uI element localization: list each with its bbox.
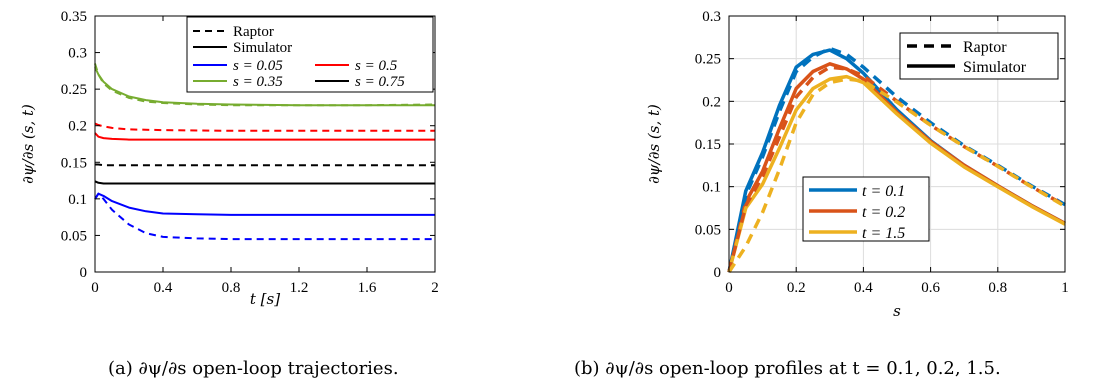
series-line [94,180,435,185]
chart-b: 0 0.2 0.4 0.6 0.8 1 0 0.05 0.1 0.15 0.2 0.25 0.3 s ∂ψ/… [645,9,1069,320]
series-line [727,77,1066,273]
legend-label-simulator: Simulator [963,59,1027,76]
y-tick-label: 0.15 [61,155,87,171]
series-line [95,163,435,167]
y-tick-label: 0.2 [702,94,721,110]
x-tick-label: 0.4 [854,280,873,296]
x-tick-label: 0.8 [988,280,1007,296]
axes-box [94,15,436,273]
legend-label-raptor: Raptor [963,39,1007,56]
legend-label-series: s = 0.75 [355,74,405,90]
legend-b-time: t = 0.1 t = 0.2 t = 1.5 [802,176,930,242]
legend-label-series: t = 1.5 [862,225,905,242]
y-tick-label: 0.05 [61,228,87,244]
x-axis-label: s [893,302,901,320]
y-axis-label: ∂ψ/∂s (s, t) [645,104,663,184]
y-tick-label: 0.3 [702,9,721,25]
chart-a: 0 0.4 0.8 1.2 1.6 2 0 0.05 0.1 0.15 0.2 0.25 0.3 0.35… [19,9,439,308]
x-tick-label: 1.6 [358,280,377,296]
x-tick-label: 0.8 [222,280,241,296]
x-tick-label: 0.4 [154,280,173,296]
legend-label-series: t = 0.1 [862,183,905,200]
series-line [94,192,435,241]
y-tick-label: 0.1 [702,180,721,196]
y-tick-label: 0.25 [61,82,87,98]
x-tick-label: 0 [725,280,733,296]
x-tick-label: 1.2 [290,280,309,296]
legend-box [899,32,1059,80]
y-tick-label: 0.35 [61,9,87,25]
legend-label-simulator: Simulator [233,40,292,56]
y-tick-label: 0 [714,265,722,281]
y-tick-label: 0 [80,265,88,281]
x-tick-label: 1 [1061,280,1069,296]
legend-label-series: s = 0.35 [233,74,283,90]
series-line [94,192,435,216]
caption-b: (b) ∂ψ/∂s open-loop profiles at t = 0.1,… [574,358,1001,379]
series-line [94,122,435,132]
legend-label-raptor: Raptor [233,24,274,40]
x-tick-label: 2 [431,280,439,296]
y-tick-label: 0.1 [68,192,87,208]
x-tick-label: 0 [91,280,99,296]
x-axis-label: t [s] [250,290,280,308]
x-tick-label: 0.2 [787,280,806,296]
legend-label-series: s = 0.5 [355,58,398,74]
series-line [94,63,436,107]
y-axis-label: ∂ψ/∂s (s, t) [19,104,37,184]
legend-label-series: t = 0.2 [862,204,905,221]
y-tick-label: 0.05 [695,222,721,238]
y-tick-label: 0.15 [695,137,721,153]
legend-label-series: s = 0.05 [233,58,283,74]
x-tick-label: 0.6 [921,280,940,296]
series-line [94,132,435,141]
y-tick-label: 0.3 [68,46,87,62]
legend-box [186,16,434,93]
legend-b-style: Raptor Simulator [899,32,1059,80]
y-tick-label: 0.2 [68,119,87,135]
series-line [727,74,1066,273]
caption-a: (a) ∂ψ/∂s open-loop trajectories. [108,358,399,379]
y-tick-label: 0.25 [695,52,721,68]
